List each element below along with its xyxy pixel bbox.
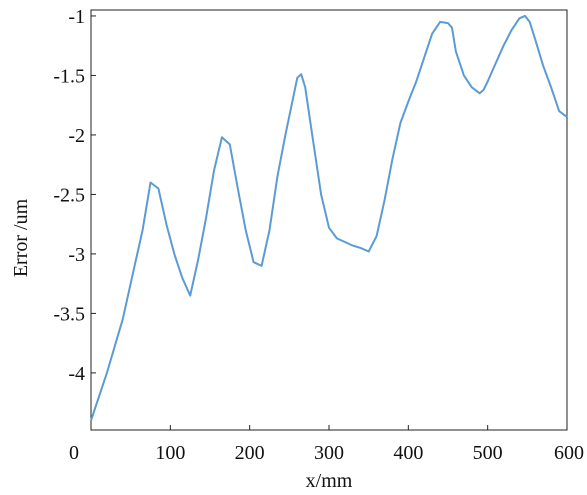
y-tick-label: -1 xyxy=(68,6,85,28)
x-axis-label: x/mm xyxy=(306,470,353,492)
x-tick-label: 600 xyxy=(554,442,584,464)
x-tick-label: 0 xyxy=(69,442,79,464)
y-tick-label: -2 xyxy=(68,125,85,147)
series-line xyxy=(90,14,568,421)
x-tick-label: 400 xyxy=(393,442,423,464)
x-axis-ticks: 0 100 200 300 400 500 600 xyxy=(69,425,584,464)
y-axis-label: Error /um xyxy=(10,198,32,277)
y-tick-label: -2.5 xyxy=(53,184,85,206)
y-tick-label: -1.5 xyxy=(53,65,85,87)
plot-frame xyxy=(90,9,568,431)
y-tick-label: -3 xyxy=(68,244,85,266)
y-tick-label: -3.5 xyxy=(53,303,85,325)
x-tick-label: 200 xyxy=(235,442,265,464)
x-tick-label: 100 xyxy=(155,442,185,464)
y-tick-label: -4 xyxy=(68,363,85,385)
x-tick-label: 300 xyxy=(314,442,344,464)
series-group xyxy=(90,14,568,421)
x-tick-label: 500 xyxy=(473,442,503,464)
y-axis-ticks: -1 -1.5 -2 -2.5 -3 -3.5 -4 xyxy=(53,6,96,385)
